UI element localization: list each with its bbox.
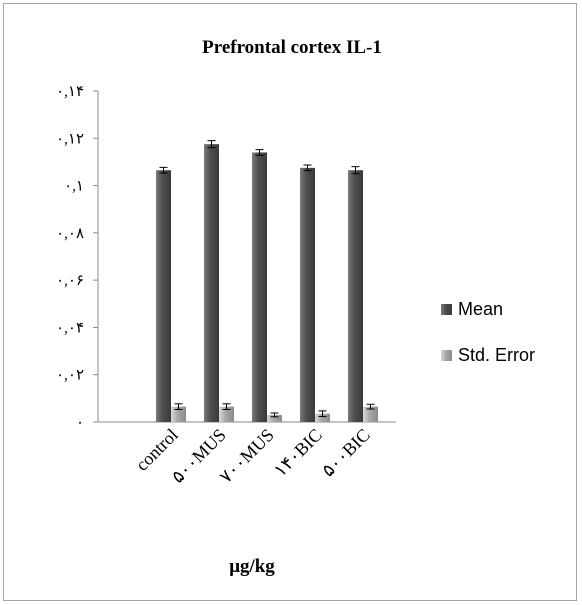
mean-bar	[252, 152, 267, 422]
y-tick-label: ۰,۰۶	[56, 273, 84, 289]
legend: Mean Std. Error	[441, 299, 535, 365]
std-error-bar	[315, 413, 330, 422]
y-tick-label: ۰,۰۴	[56, 320, 84, 336]
legend-swatch-std-error	[441, 350, 452, 361]
y-tick-label: ۰,۱۲	[56, 131, 84, 147]
chart-area: Prefrontal cortex IL-1 ۰ ۰,۰۲ ۰,۰۴ ۰,۰۶ ۰,۰۸…	[3, 3, 577, 601]
y-tick-label: ۰,۱	[64, 179, 84, 195]
std-error-bar	[171, 406, 186, 422]
legend-swatch-mean	[441, 304, 452, 315]
legend-label-mean: Mean	[458, 299, 503, 319]
mean-bar	[348, 170, 363, 422]
bar-chart: Prefrontal cortex IL-1 ۰ ۰,۰۲ ۰,۰۴ ۰,۰۶ ۰,۰۸…	[56, 37, 535, 577]
mean-bar	[204, 144, 219, 423]
x-tick-label: ۱۴۰BIC	[270, 425, 326, 481]
bars	[156, 140, 378, 423]
mean-bar	[300, 167, 315, 422]
y-tick-label: ۰,۱۴	[56, 84, 84, 100]
x-axis-label: μg/kg	[229, 556, 275, 577]
y-tick-label: ۰	[76, 415, 84, 431]
std-error-bar	[267, 414, 282, 422]
y-tick-label: ۰,۰۲	[56, 368, 84, 384]
std-error-bar	[219, 406, 234, 422]
std-error-bar	[363, 406, 378, 422]
x-tick-label: ۵۰۰BIC	[318, 425, 374, 481]
chart-title: Prefrontal cortex IL-1	[202, 37, 382, 58]
y-tick-label: ۰,۰۸	[56, 226, 84, 242]
legend-label-std-error: Std. Error	[458, 345, 535, 365]
mean-bar	[156, 170, 171, 422]
y-axis: ۰ ۰,۰۲ ۰,۰۴ ۰,۰۶ ۰,۰۸ ۰,۱ ۰,۱۲ ۰,۱۴	[56, 84, 99, 431]
